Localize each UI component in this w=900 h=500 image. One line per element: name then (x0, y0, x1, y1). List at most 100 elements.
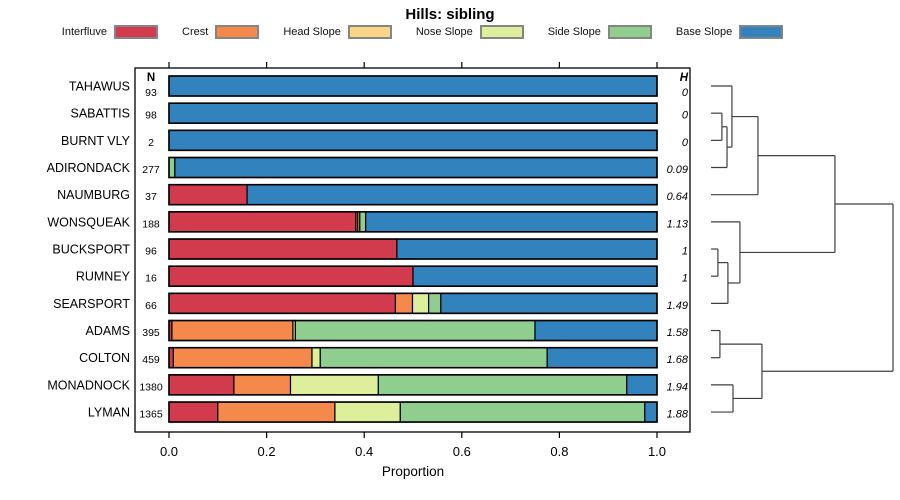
legend-label-side-slope: Side Slope (547, 26, 601, 38)
bar-segment-lyman-interfluve (168, 401, 219, 423)
h-value-adirondack: 0.09 (667, 164, 688, 176)
row-label-tahawus: TAHAWUS (69, 80, 130, 94)
n-value-searsport: 66 (145, 300, 157, 312)
h-value-monadnock: 1.94 (667, 381, 688, 393)
bar-segment-wonsqueak-interfluve (168, 211, 357, 233)
x-axis-title: Proportion (382, 464, 444, 479)
legend-item-interfluve: Interfluve (61, 25, 159, 39)
legend: Interfluve Crest Head Slope Nose Slope Side … (10, 25, 835, 39)
bar-segment-searsport-nose-slope (411, 292, 430, 314)
bar-segment-monadnock-nose-slope (289, 374, 379, 396)
bar-outline-monadnock (168, 374, 658, 396)
x-tick-label: 0.2 (258, 444, 276, 459)
n-column-header: N (147, 72, 155, 84)
bar-outline-colton (168, 346, 658, 369)
bar-outline-sabattis (168, 102, 658, 124)
row-label-burnt-vly: BURNT VLY (61, 134, 131, 148)
legend-item-crest: Crest (182, 25, 260, 39)
x-tick-label: 0.6 (453, 444, 471, 459)
n-value-monadnock: 1380 (139, 381, 163, 393)
bar-segment-lyman-crest (217, 401, 336, 423)
bar-segment-searsport-interfluve (168, 292, 397, 314)
row-label-sabattis: SABATTIS (70, 107, 130, 121)
bar-segment-sabattis-base-slope (168, 102, 658, 124)
bar-segment-tahawus-base-slope (168, 75, 658, 97)
row-label-bucksport: BUCKSPORT (52, 243, 130, 257)
legend-label-base-slope: Base Slope (675, 26, 733, 38)
legend-swatch-interfluve (114, 25, 159, 39)
bar-segment-lyman-nose-slope (334, 401, 401, 423)
plot-box (134, 67, 691, 433)
bar-outline-searsport (168, 292, 658, 315)
row-label-adirondack: ADIRONDACK (47, 161, 131, 175)
bar-segment-rumney-interfluve (168, 265, 414, 287)
bar-segment-colton-crest (172, 347, 313, 369)
row-label-naumburg: NAUMBURG (57, 188, 130, 202)
h-value-wonsqueak: 1.13 (667, 218, 689, 230)
h-value-rumney: 1 (682, 273, 688, 285)
bar-segment-bucksport-interfluve (168, 238, 398, 260)
legend-swatch-side-slope (607, 25, 652, 39)
n-value-sabattis: 98 (145, 110, 157, 122)
n-value-bucksport: 96 (145, 246, 157, 258)
bar-segment-burnt-vly-base-slope (168, 129, 658, 151)
bar-segment-lyman-side-slope (399, 401, 646, 423)
h-value-lyman: 1.88 (667, 409, 689, 421)
legend-label-crest: Crest (182, 26, 209, 38)
x-tick-label: 0.4 (355, 444, 373, 459)
h-value-bucksport: 1 (682, 246, 688, 258)
row-label-monadnock: MONADNOCK (47, 378, 130, 392)
h-value-naumburg: 0.64 (667, 191, 688, 203)
h-value-tahawus: 0 (682, 87, 689, 99)
legend-item-side-slope: Side Slope (548, 25, 652, 39)
h-value-colton: 1.68 (667, 354, 689, 366)
h-value-adams: 1.58 (667, 327, 689, 339)
bar-segment-adams-crest (171, 319, 294, 342)
legend-label-interfluve: Interfluve (61, 26, 108, 38)
bar-outline-adams (168, 319, 658, 342)
bar-segment-adirondack-base-slope (174, 156, 658, 179)
n-value-burnt-vly: 2 (148, 137, 154, 149)
h-value-burnt-vly: 0 (682, 137, 689, 149)
legend-swatch-nose-slope (479, 25, 524, 39)
row-label-adams: ADAMS (86, 324, 130, 338)
bar-segment-bucksport-base-slope (396, 238, 658, 260)
legend-swatch-crest (215, 25, 260, 39)
chart-title: Hills: sibling (405, 6, 495, 23)
x-tick-label: 0.0 (160, 444, 178, 459)
x-tick-label: 1.0 (648, 444, 666, 459)
bar-segment-naumburg-base-slope (246, 184, 658, 206)
h-value-searsport: 1.49 (667, 300, 688, 312)
bar-segment-naumburg-interfluve (168, 184, 248, 206)
bar-segment-rumney-base-slope (412, 265, 658, 287)
legend-item-head-slope: Head Slope (283, 25, 392, 39)
legend-label-nose-slope: Nose Slope (415, 26, 473, 38)
bar-segment-searsport-base-slope (440, 292, 658, 314)
bar-outline-lyman (168, 401, 658, 423)
bar-segment-adams-side-slope (294, 319, 536, 342)
bar-outline-rumney (168, 265, 658, 287)
h-value-sabattis: 0 (682, 110, 689, 122)
bar-segment-colton-side-slope (319, 347, 548, 369)
h-column-header: H (680, 72, 689, 84)
bar-segment-searsport-side-slope (428, 292, 442, 314)
bar-segment-wonsqueak-base-slope (365, 211, 658, 233)
bar-outline-wonsqueak (168, 211, 658, 233)
bar-segment-wonsqueak-side-slope (359, 211, 367, 233)
bar-segment-adirondack-side-slope (168, 156, 176, 179)
bar-outline-bucksport (168, 238, 658, 260)
row-label-searsport: SEARSPORT (53, 297, 130, 311)
row-label-wonsqueak: WONSQUEAK (47, 215, 130, 229)
n-value-naumburg: 37 (145, 191, 157, 203)
n-value-lyman: 1365 (139, 409, 163, 421)
bar-segment-colton-nose-slope (311, 347, 321, 369)
n-value-rumney: 16 (145, 273, 157, 285)
bar-outline-burnt-vly (168, 129, 658, 152)
bar-outline-naumburg (168, 183, 658, 206)
legend-item-nose-slope: Nose Slope (416, 25, 524, 39)
bar-outline-adirondack (168, 156, 658, 179)
row-label-rumney: RUMNEY (76, 270, 131, 284)
row-label-lyman: LYMAN (88, 406, 130, 420)
x-tick-label: 0.8 (550, 444, 568, 459)
